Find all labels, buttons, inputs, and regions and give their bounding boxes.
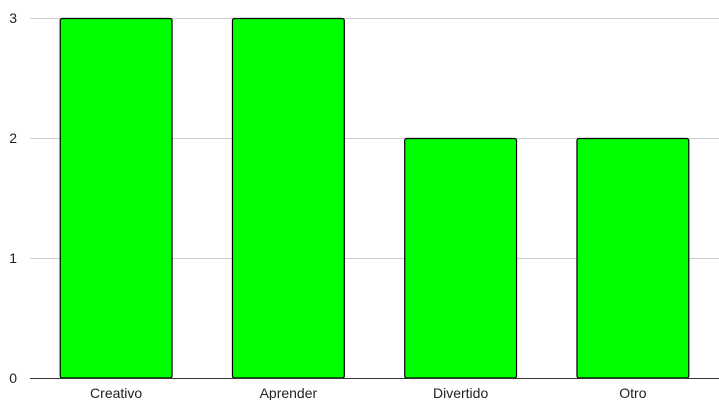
x-tick-labels: Creativo Aprender Divertido Otro xyxy=(90,385,647,400)
y-tick-labels: 0 1 2 3 xyxy=(9,10,17,386)
x-tick-label-creativo: Creativo xyxy=(90,385,142,400)
bar-creativo xyxy=(59,17,173,379)
x-tick-label-aprender: Aprender xyxy=(260,385,318,400)
y-tick-label-3: 3 xyxy=(9,10,17,26)
y-tick-label-2: 2 xyxy=(9,130,17,146)
x-tick-label-otro: Otro xyxy=(619,385,646,400)
bars xyxy=(59,17,690,379)
y-tick-label-1: 1 xyxy=(9,250,17,266)
bar-aprender xyxy=(231,17,345,379)
x-tick-label-divertido: Divertido xyxy=(433,385,488,400)
y-tick-label-0: 0 xyxy=(9,370,17,386)
bar-otro xyxy=(576,137,690,379)
bar-divertido xyxy=(404,137,518,379)
